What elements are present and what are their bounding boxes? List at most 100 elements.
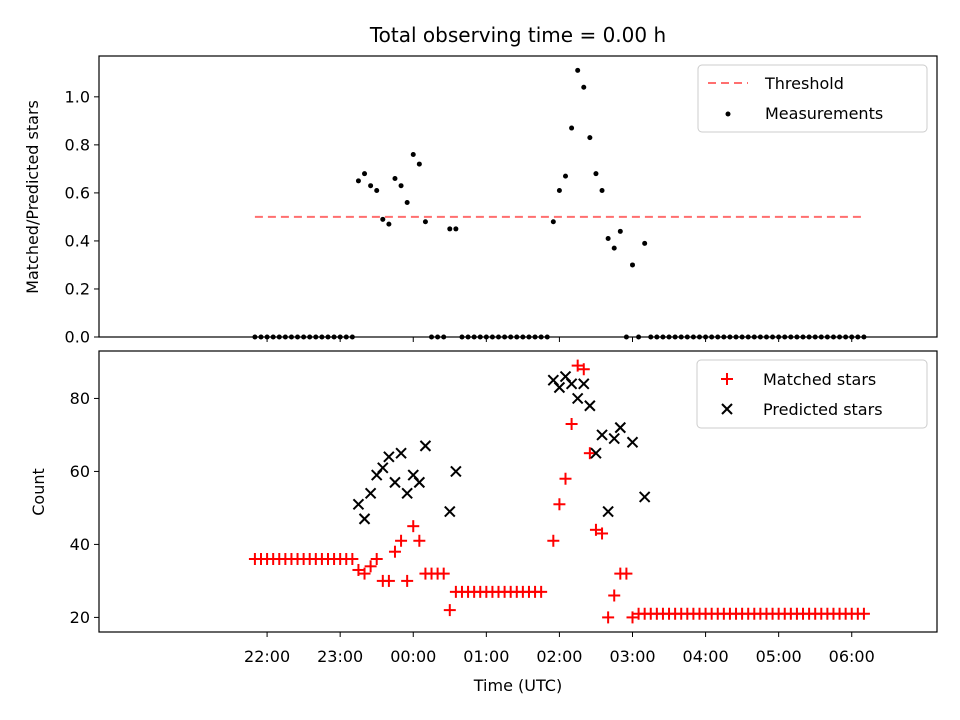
measurement-point xyxy=(355,178,361,184)
predicted-stars-point xyxy=(571,392,584,405)
measurement-point xyxy=(416,161,422,167)
y-tick-label: 1.0 xyxy=(65,87,90,106)
x-tick-label: 04:00 xyxy=(683,647,729,666)
count-panel-legend: Matched stars Predicted stars xyxy=(696,359,928,429)
predicted-stars-point xyxy=(590,447,602,459)
matched-stars-point xyxy=(413,534,426,547)
measurement-point xyxy=(410,151,416,157)
count-panel: 20 40 60 80 22:00 23:00 00:00 01:00 02:00 03:00 04… xyxy=(29,350,938,666)
count-panel-ylabel: Count xyxy=(29,468,48,516)
x-stroke-b xyxy=(571,392,584,405)
matched-stars-point xyxy=(857,607,870,620)
x-tick-label: 01:00 xyxy=(463,647,509,666)
matched-stars-point xyxy=(565,417,578,430)
y-tick-label: 0.6 xyxy=(65,183,90,202)
predicted-stars-point xyxy=(358,513,371,525)
ratio-panel-marks xyxy=(252,67,867,340)
x-stroke-b xyxy=(565,378,578,390)
y-tick-label: 40 xyxy=(70,535,90,554)
predicted-stars-point xyxy=(377,462,389,474)
measurement-point xyxy=(368,183,374,189)
measurement-point xyxy=(374,187,380,193)
x-stroke-b xyxy=(638,491,651,503)
matched-stars-point xyxy=(346,553,359,566)
legend-measurements-swatch xyxy=(725,111,731,117)
predicted-stars-point xyxy=(602,505,614,518)
x-stroke-b xyxy=(383,451,395,463)
measurement-point xyxy=(563,173,569,179)
x-stroke-b xyxy=(352,498,365,510)
x-tick-label: 06:00 xyxy=(829,647,875,666)
measurement-point xyxy=(629,262,635,268)
x-stroke-b xyxy=(377,462,389,474)
measurement-point xyxy=(362,171,368,177)
predicted-stars-point xyxy=(626,436,639,448)
y-tick-label: 0.8 xyxy=(65,135,90,154)
measurement-point xyxy=(593,171,599,177)
legend-frame xyxy=(696,359,928,429)
ratio-panel: 0.0 0.2 0.4 0.6 0.8 1.0 Matched/Predicted sta… xyxy=(23,55,938,347)
matched-stars-point xyxy=(626,611,639,624)
x-stroke-b xyxy=(547,374,560,386)
predicted-stars-point xyxy=(413,476,426,489)
x-stroke-b xyxy=(590,447,602,459)
x-stroke-b xyxy=(444,505,456,518)
x-axis-label: Time (UTC) xyxy=(473,676,562,695)
matched-stars-point xyxy=(547,534,560,547)
measurement-point xyxy=(581,84,587,90)
matched-stars-point xyxy=(596,527,609,540)
x-stroke-b xyxy=(358,513,371,525)
predicted-stars-point xyxy=(389,476,401,489)
x-stroke-b xyxy=(401,487,413,500)
predicted-stars-point xyxy=(584,400,596,412)
measurement-point xyxy=(404,200,410,206)
matched-stars-point xyxy=(388,545,401,558)
ratio-panel-legend: Threshold Measurements xyxy=(697,64,928,133)
x-stroke-b xyxy=(578,378,590,390)
matched-stars-point xyxy=(364,560,377,573)
predicted-stars-point xyxy=(419,440,432,452)
measurement-point xyxy=(605,236,611,242)
matched-stars-point xyxy=(553,498,566,511)
predicted-stars-point xyxy=(565,378,578,390)
measurement-point xyxy=(392,175,398,181)
predicted-stars-point xyxy=(383,451,395,463)
legend-matched-swatch xyxy=(721,373,733,385)
y-tick-label: 0.2 xyxy=(65,279,90,298)
matched-stars-point xyxy=(443,604,456,617)
x-stroke-b xyxy=(559,370,572,383)
x-stroke-b xyxy=(419,440,432,452)
x-stroke-b xyxy=(614,421,627,434)
matched-stars-point xyxy=(437,567,450,580)
x-tick-label: 22:00 xyxy=(244,647,290,666)
x-stroke-b xyxy=(364,487,377,500)
y-tick-label: 0.4 xyxy=(65,231,90,250)
matched-stars-point xyxy=(382,574,395,587)
y-tick-label: 80 xyxy=(70,389,90,408)
measurement-point xyxy=(447,226,453,232)
legend-matched-label: Matched stars xyxy=(763,370,876,389)
predicted-stars-point xyxy=(578,378,590,390)
x-tick-label: 23:00 xyxy=(317,647,363,666)
measurement-point xyxy=(398,183,404,189)
measurement-point xyxy=(422,219,428,225)
predicted-stars-point xyxy=(450,465,462,478)
x-stroke-b xyxy=(450,465,462,478)
predicted-stars-point xyxy=(614,421,627,434)
x-stroke-b xyxy=(602,505,614,518)
predicted-stars-point xyxy=(553,381,566,394)
x-tick-label: 02:00 xyxy=(536,647,582,666)
measurement-point xyxy=(599,187,605,193)
matched-stars-point xyxy=(620,567,633,580)
measurement-point xyxy=(587,135,593,141)
matched-stars-point xyxy=(583,447,596,460)
predicted-stars-point xyxy=(444,505,456,518)
matched-stars-point xyxy=(407,520,420,533)
chart-title: Total observing time = 0.00 h xyxy=(369,23,666,47)
y-tick-label: 0.0 xyxy=(65,328,90,347)
legend-frame xyxy=(697,64,928,133)
x-tick-label: 03:00 xyxy=(609,647,655,666)
matched-stars-point xyxy=(589,523,602,536)
legend-predicted-swatch xyxy=(721,403,733,415)
measurement-point xyxy=(575,67,581,73)
